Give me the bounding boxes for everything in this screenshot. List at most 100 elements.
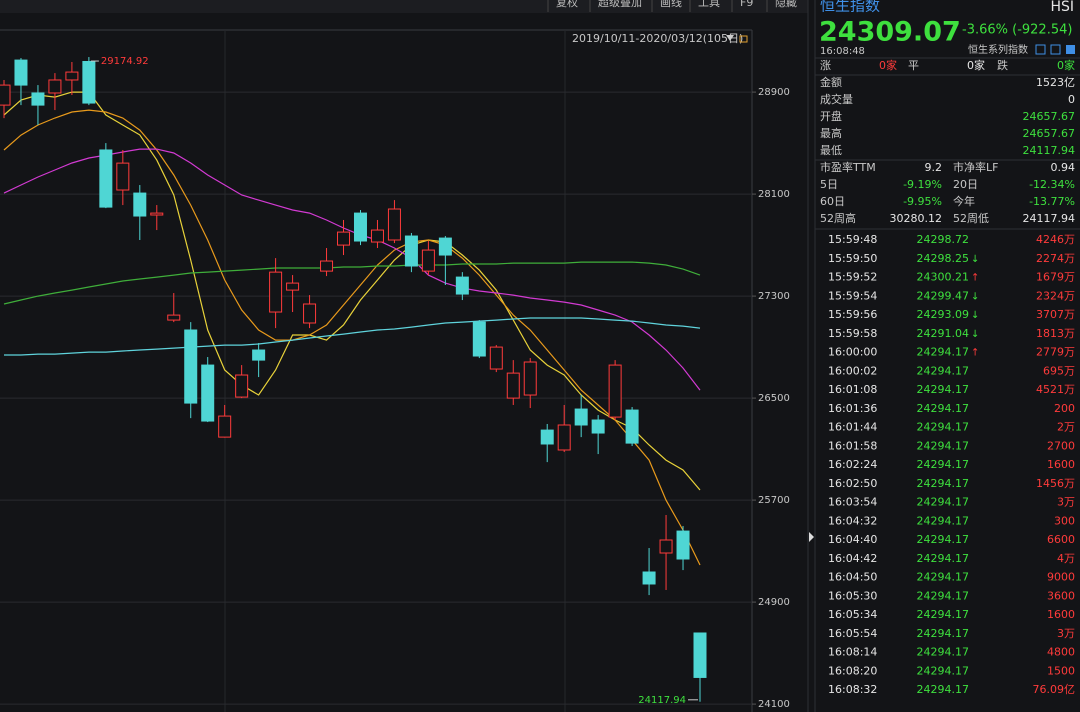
collapse-arrow[interactable] [809,532,814,542]
range-label: 2019/10/11-2020/03/12(105日) [572,32,743,45]
trade-volume: 1813万 [1036,327,1075,340]
moving-average [3,261,701,305]
trade-volume: 1600 [1047,458,1075,471]
candle-body [608,364,622,418]
index-code: HSI [1050,0,1074,15]
stat-value: 24657.67 [1023,127,1076,140]
candle-body [421,249,435,272]
trade-price: 24294.17 [917,552,970,565]
y-tick-label: 24900 [758,597,790,608]
trade-volume: 2324万 [1036,289,1075,302]
candle-body [506,372,520,399]
trade-price: 24294.17 [917,402,970,415]
candle-body [252,349,266,361]
stat-value: 30280.12 [890,212,943,225]
trade-time: 16:08:20 [828,664,877,677]
candle-body [31,92,45,106]
icon-window[interactable] [1050,44,1061,55]
lock-icon[interactable] [739,35,748,43]
trade-price: 24300.21 [917,271,970,284]
candle-body [99,149,113,208]
trade-price: 24294.17 [917,421,970,434]
quote-time: 16:08:48 [820,46,865,57]
candle-body [82,60,96,104]
high-label: 29174.92 [101,56,149,67]
stat-label: 今年 [953,194,975,208]
stat-label: 52周高 [820,211,856,225]
trade-time: 16:00:00 [828,346,877,359]
trade-arrow: ↓ [971,254,979,265]
trade-price: 24294.17 [917,683,970,696]
stat-label: 市盈率TTM [820,160,876,174]
breadth-item: 0家 [1057,58,1075,72]
trade-volume: 1456万 [1036,477,1075,490]
trade-time: 16:01:58 [828,439,877,452]
stat-label: 60日 [820,195,845,208]
breadth-item: 0家 [879,58,897,72]
trade-price: 24294.17 [917,477,970,490]
stat-value: 0.94 [1051,161,1076,174]
candle-body [693,632,707,678]
toolbar [0,0,808,13]
trade-price: 24294.17 [917,458,970,471]
moving-average [3,109,701,566]
candle-body [303,303,317,324]
trade-arrow: ↑ [971,273,979,284]
candle-body [370,229,384,243]
stat-value: 24117.94 [1023,144,1076,157]
range-dropdown[interactable] [726,35,734,41]
change: -3.66% (-922.54) [962,23,1072,38]
y-tick-label: 25700 [758,495,790,506]
trade-volume: 3万 [1057,627,1075,640]
trade-volume: 3万 [1057,496,1075,509]
icon-add[interactable] [1066,45,1075,54]
stat-label: 52周低 [953,212,989,225]
trade-volume: 4521万 [1036,383,1075,396]
last-price: 24309.07 [819,17,961,48]
candle-body [150,212,164,216]
stat-label: 金额 [820,75,842,89]
toolbar-button[interactable]: F9 [740,0,753,9]
trade-price: 24294.17 [917,627,970,640]
stat-value: 24657.67 [1023,110,1076,123]
trade-volume: 1679万 [1036,271,1075,284]
trade-volume: 2779万 [1036,346,1075,359]
trade-time: 16:04:42 [828,552,877,565]
trade-time: 15:59:52 [828,271,877,284]
breadth-item: 涨 [820,59,831,72]
trade-price: 24294.17 [917,664,970,677]
trade-price: 24293.09 [917,308,970,321]
trade-volume: 2700 [1047,439,1075,452]
stat-label: 最低 [820,144,842,157]
breadth-item: 0家 [967,58,985,72]
icon-edit[interactable] [1035,44,1046,55]
plot: 28900 28100 27300 26500 25700 24900 24100 29174… [0,56,790,710]
trade-arrow: ↓ [971,329,979,340]
toolbar-button[interactable]: 超级叠加 [598,0,642,9]
moving-average [3,148,701,391]
candle-body [201,364,215,422]
toolbar-button[interactable]: 复权 [556,0,578,9]
stat-label: 20日 [953,178,978,191]
stat-value: -13.77% [1029,195,1075,208]
moving-average [4,317,701,356]
trade-price: 24299.47 [917,289,970,302]
toolbar-button[interactable]: 画线 [660,0,682,9]
candle-body [642,571,656,585]
toolbar-button[interactable]: 工具 [698,0,720,9]
low-label: 24117.94 [638,695,686,706]
candle-body [0,84,11,106]
trade-price: 24298.72 [917,233,970,246]
trade-price: 24294.17 [917,533,970,546]
candle-body [404,235,418,267]
candle-body [659,539,673,554]
trade-volume: 2万 [1057,421,1075,434]
trade-volume: 1600 [1047,608,1075,621]
toolbar-button[interactable]: 隐藏 [775,0,797,9]
trade-price: 24294.17 [917,608,970,621]
stat-label: 市净率LF [953,160,998,174]
trade-arrow: ↓ [971,291,979,302]
